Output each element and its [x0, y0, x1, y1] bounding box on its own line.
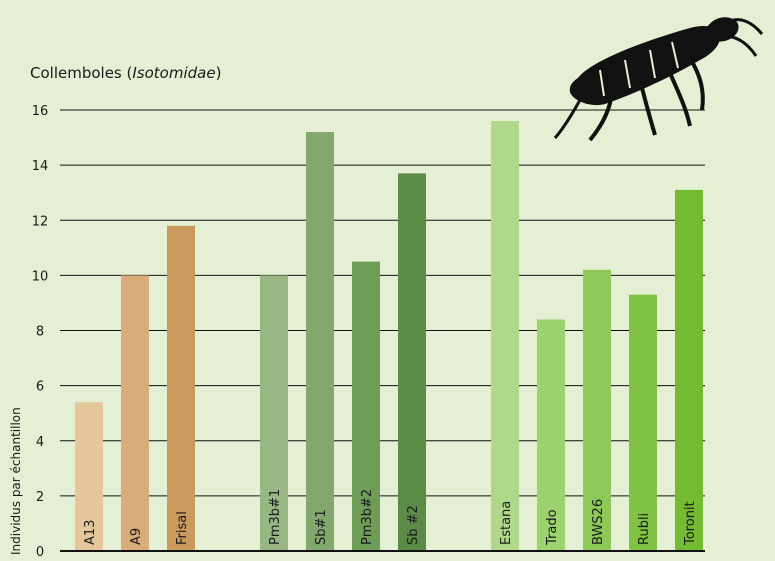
bar-category-label: Estana [499, 501, 514, 545]
bars: A13 A9 Frisal Pm3b#1 Sb#1 Pm3b#2 Sb #2 Estana Tr… [75, 121, 703, 552]
y-tick-label: 2 [36, 490, 44, 505]
bar [75, 402, 103, 551]
bar [675, 189, 703, 551]
chart-title: Collemboles (Isotomidae) [30, 64, 221, 82]
springtail-insect-icon [553, 17, 764, 142]
bar [583, 269, 611, 551]
bar-category-label: Pm3b#2 [360, 489, 375, 545]
y-tick-label: 0 [36, 545, 44, 560]
y-axis-ticks: 0 2 4 6 8 10 12 14 16 [32, 104, 49, 560]
y-tick-label: 8 [36, 325, 44, 340]
y-tick-label: 14 [32, 159, 49, 174]
bar-category-label: A13 [83, 520, 98, 545]
bar [491, 121, 519, 552]
bar-category-label: Sb #2 [406, 505, 421, 545]
bar-category-label: Rubli [637, 513, 652, 545]
bar-category-label: A9 [129, 528, 144, 545]
y-tick-label: 16 [32, 104, 49, 119]
bar [306, 132, 334, 552]
y-tick-label: 6 [36, 380, 44, 395]
y-tick-label: 10 [32, 269, 49, 284]
bar [352, 261, 380, 551]
bar [260, 275, 288, 551]
bar [629, 294, 657, 551]
bar-category-label: Frisal [175, 511, 190, 545]
bar [398, 173, 426, 552]
y-axis-label: Individus par échantillon [9, 407, 23, 555]
bar-category-label: Sb#1 [314, 509, 329, 545]
bar-category-label: BWS26 [591, 499, 606, 545]
bar-category-label: Toronit [683, 501, 698, 546]
bar-category-label: Trado [545, 509, 560, 546]
bar [167, 225, 195, 551]
bar-category-label: Pm3b#1 [268, 489, 283, 545]
bar [121, 275, 149, 551]
y-tick-label: 4 [36, 435, 44, 450]
bar [537, 319, 565, 551]
y-tick-label: 12 [32, 214, 49, 229]
